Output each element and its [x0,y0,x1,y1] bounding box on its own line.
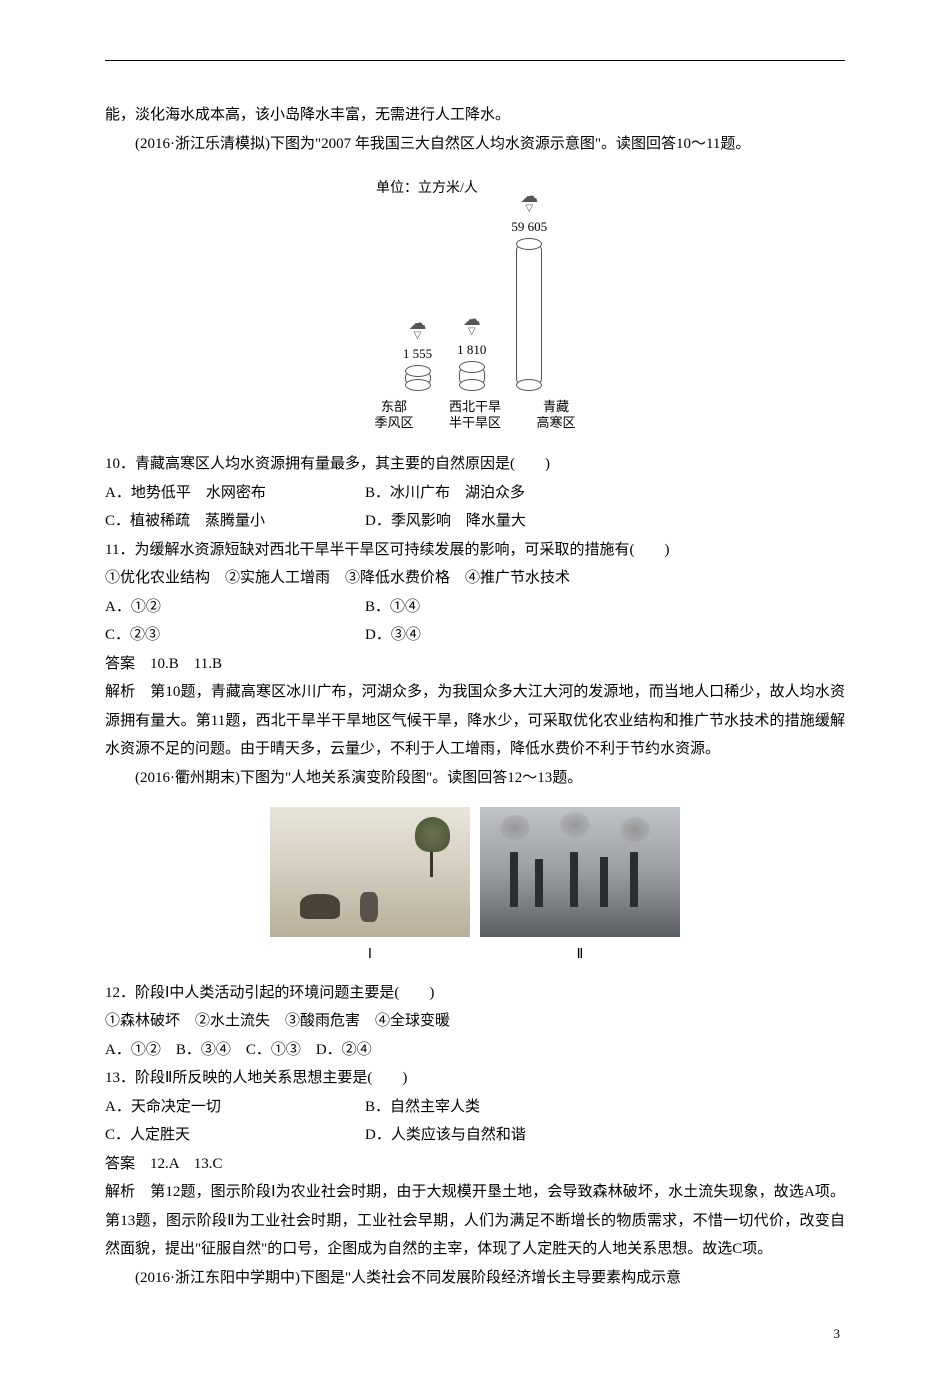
bar-label: 西北干旱半干旱区 [447,399,503,433]
q13-stem: 13．阶段Ⅱ所反映的人地关系思想主要是( ) [105,1064,845,1093]
drop-icon: ▽ [525,205,533,213]
bar-label: 青藏高寒区 [528,399,584,433]
page-number: 3 [105,1322,845,1347]
explanation-10-11: 解析 第10题，青藏高寒区冰川广布，河湖众多，为我国众多大江大河的发源地，而当地… [105,678,845,764]
chart-bar-1: ☁▽1 810 [457,310,486,387]
q13-option-c: C．人定胜天 [105,1121,365,1150]
q10-option-b: B．冰川广布 湖泊众多 [365,479,525,508]
q11-stem: 11．为缓解水资源短缺对西北干旱半干旱区可持续发展的影响，可采取的措施有( ) [105,536,845,565]
bar-cylinder [405,369,431,387]
chart-bar-2: ☁▽59 605 [511,187,547,387]
stage-2-image [480,807,680,937]
stage-2-label: Ⅱ [480,942,680,969]
stage-1-label: Ⅰ [270,942,470,969]
chart-unit-label: 单位：立方米/人 [376,176,584,203]
q11-options-list: ①优化农业结构 ②实施人工增雨 ③降低水费价格 ④推广节水技术 [105,564,845,593]
q10-option-a: A．地势低平 水网密布 [105,479,365,508]
drop-icon: ▽ [414,332,422,340]
q11-option-b: B．①④ [365,593,420,622]
q13-option-b: B．自然主宰人类 [365,1093,480,1122]
q12-options: A．①② B．③④ C．①③ D．②④ [105,1036,845,1065]
answer-10-11: 答案 10.B 11.B [105,650,845,679]
drop-icon: ▽ [468,328,476,336]
stage-1-image [270,807,470,937]
header-divider [105,60,845,61]
q10-option-c: C．植被稀疏 蒸腾量小 [105,507,365,536]
q11-option-c: C．②③ [105,621,365,650]
bar-cylinder [516,242,542,387]
q13-option-d: D．人类应该与自然和谐 [365,1121,526,1150]
intro-next: (2016·浙江东阳中学期中)下图是"人类社会不同发展阶段经济增长主导要素构成示… [105,1264,845,1293]
q13-option-a: A．天命决定一切 [105,1093,365,1122]
intro-q12-13: (2016·衢州期末)下图为"人地关系演变阶段图"。读图回答12～13题。 [105,764,845,793]
continuation-text: 能，淡化海水成本高，该小岛降水丰富，无需进行人工降水。 [105,101,845,130]
q11-option-a: A．①② [105,593,365,622]
intro-q10-11: (2016·浙江乐清模拟)下图为"2007 年我国三大自然区人均水资源示意图"。… [105,130,845,159]
chart-bar-0: ☁▽1 555 [403,314,432,387]
bar-value: 1 555 [403,342,432,367]
chart-water-resources: 单位：立方米/人 ☁▽1 555☁▽1 810☁▽59 605 东部季风区西北干… [105,168,845,440]
bar-value: 1 810 [457,338,486,363]
q12-stem: 12．阶段Ⅰ中人类活动引起的环境问题主要是( ) [105,979,845,1008]
q10-option-d: D．季风影响 降水量大 [365,507,526,536]
q10-stem: 10．青藏高寒区人均水资源拥有量最多，其主要的自然原因是( ) [105,450,845,479]
q12-options-list: ①森林破坏 ②水土流失 ③酸雨危害 ④全球变暖 [105,1007,845,1036]
stage-images [105,807,845,937]
explanation-12-13: 解析 第12题，图示阶段Ⅰ为农业社会时期，由于大规模开垦土地，会导致森林破坏，水… [105,1178,845,1264]
q11-option-d: D．③④ [365,621,421,650]
bar-value: 59 605 [511,215,547,240]
bar-cylinder [459,365,485,387]
answer-12-13: 答案 12.A 13.C [105,1150,845,1179]
bar-label: 东部季风区 [366,399,422,433]
